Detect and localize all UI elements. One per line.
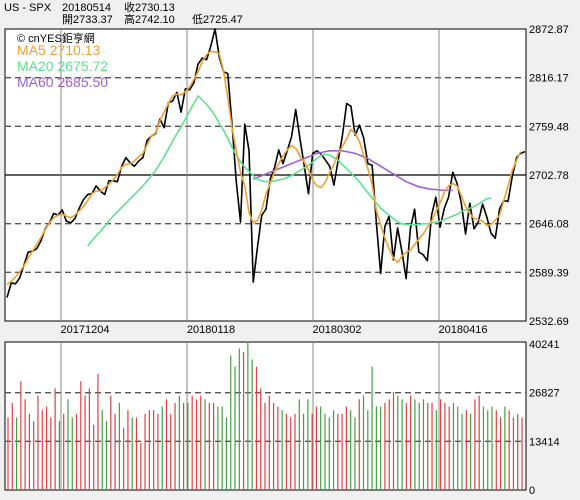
ma60-line <box>252 149 453 192</box>
price-y-tick-label: 2816.17 <box>529 73 569 85</box>
price-x-tick-label: 20180302 <box>313 324 362 336</box>
price-y-tick-label: 2646.08 <box>529 219 569 231</box>
legend-ma60: MA60 2685.50 <box>17 74 109 90</box>
legend-ma20: MA20 2675.72 <box>17 58 109 74</box>
ma5-line <box>6 50 522 286</box>
price-x-tick-label: 20180416 <box>439 324 488 336</box>
header-symbol: US - SPX <box>4 2 52 14</box>
ma20-line <box>87 95 492 247</box>
header-close: 收2730.13 <box>124 2 175 14</box>
price-y-tick-label: 2702.78 <box>529 170 569 182</box>
brand-watermark: © cnYES鉅亨網 <box>17 33 95 45</box>
volume-y-tick-label: 13414 <box>529 436 560 448</box>
price-x-tick-label: 20171204 <box>61 324 110 336</box>
header-low: 低2725.47 <box>192 14 243 26</box>
volume-y-tick-label: 26827 <box>529 388 560 400</box>
price-y-tick-label: 2759.48 <box>529 121 569 133</box>
volume-y-tick-label: 0 <box>529 485 535 497</box>
price-y-tick-label: 2872.87 <box>529 24 569 36</box>
header-high: 高2742.10 <box>124 14 175 26</box>
price-x-tick-label: 20180118 <box>187 324 235 336</box>
header-date: 20180514 <box>62 2 111 14</box>
legend-ma5: MA5 2710.13 <box>17 42 101 58</box>
price-y-tick-label: 2589.39 <box>529 267 569 279</box>
price-y-tick-label: 2532.69 <box>529 316 569 328</box>
header-open: 開2733.37 <box>62 14 113 26</box>
volume-y-tick-label: 40241 <box>529 339 560 351</box>
price-line <box>6 28 526 298</box>
